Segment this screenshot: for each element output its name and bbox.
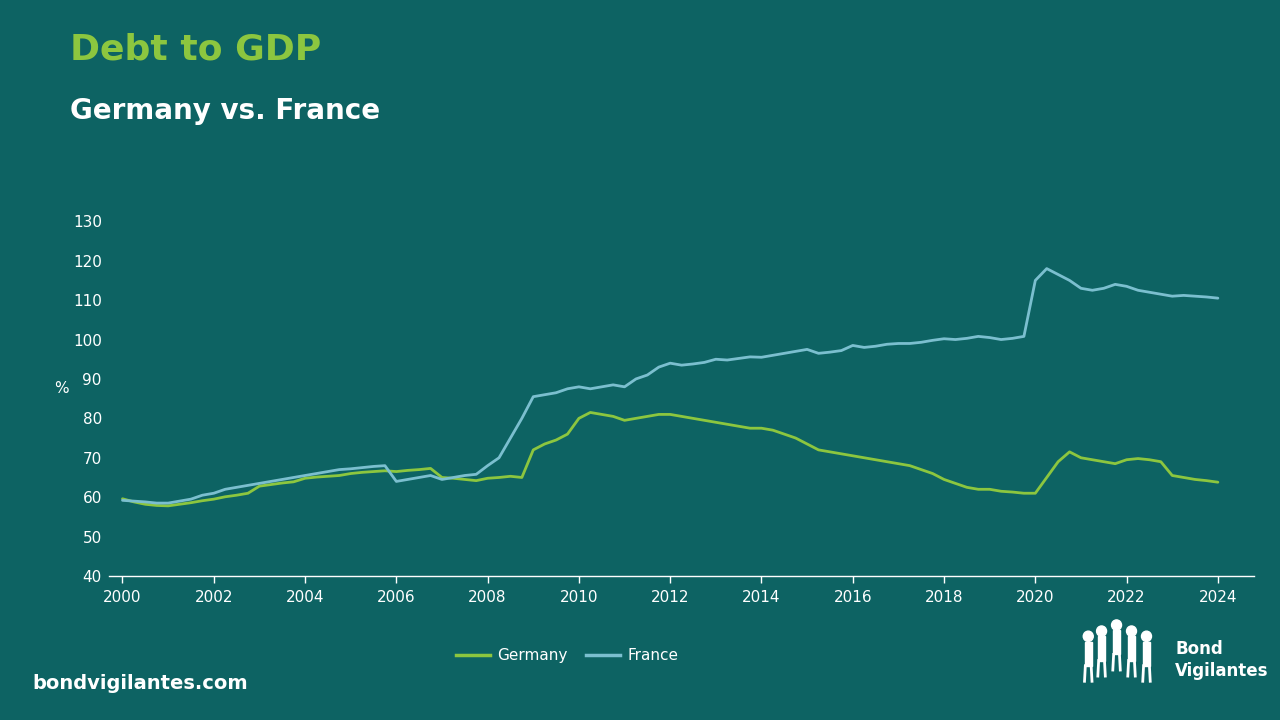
Circle shape: [1111, 620, 1121, 630]
Text: bondvigilantes.com: bondvigilantes.com: [32, 674, 247, 693]
Circle shape: [1083, 631, 1093, 642]
FancyBboxPatch shape: [1143, 642, 1151, 666]
Text: Bond
Vigilantes: Bond Vigilantes: [1175, 640, 1268, 680]
FancyBboxPatch shape: [1084, 642, 1092, 666]
Y-axis label: %: %: [55, 382, 69, 396]
Circle shape: [1097, 626, 1106, 636]
Legend: Germany, France: Germany, France: [449, 642, 685, 670]
Text: Debt to GDP: Debt to GDP: [70, 32, 321, 66]
FancyBboxPatch shape: [1112, 630, 1120, 654]
Text: Germany vs. France: Germany vs. France: [70, 97, 380, 125]
FancyBboxPatch shape: [1128, 636, 1135, 660]
FancyBboxPatch shape: [1098, 636, 1106, 660]
Circle shape: [1126, 626, 1137, 636]
Circle shape: [1142, 631, 1152, 642]
